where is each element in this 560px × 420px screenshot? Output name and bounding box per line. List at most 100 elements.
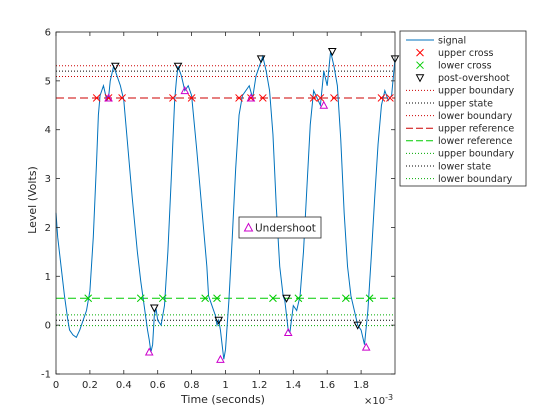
legend-entry: upper cross — [416, 48, 494, 59]
annotation-triangle-icon — [243, 222, 254, 232]
y-tick-labels: -1 0 1 2 3 4 5 6 — [41, 28, 51, 381]
plot-area — [55, 31, 400, 375]
legend-entries: signal upper cross lower crosspost-oversho… — [406, 35, 514, 185]
upper-cross-marker-stroke-b — [92, 94, 101, 102]
axes-background — [56, 32, 395, 374]
lower-cross-marker — [213, 294, 221, 303]
upper-cross-marker-stroke-b — [169, 94, 177, 102]
post-overshoot-marker — [327, 48, 337, 57]
x-tick-label: 1.6 — [319, 380, 335, 391]
legend-entry: signal — [406, 35, 466, 46]
x-tick-label: 1.4 — [285, 380, 301, 391]
legend-entry: upper state — [406, 98, 493, 109]
upper-cross-marker — [247, 94, 255, 102]
legend-label: upper boundary — [438, 149, 514, 160]
legend: signal upper cross lower crosspost-oversho… — [399, 30, 527, 187]
y-tick-label: 4 — [45, 125, 51, 136]
upper-cross-marker-stroke-b — [187, 94, 196, 102]
upper-cross-marker-stroke-b — [258, 94, 267, 102]
lower-cross-marker-stroke-b — [213, 294, 221, 303]
x-tick-labels: 0 0.2 0.4 0.6 0.8 1 1.2 1.4 1.6 1.8 — [53, 380, 369, 391]
post-overshoot-marker — [173, 62, 183, 71]
upper-cross-marker — [377, 94, 386, 102]
upper-cross-marker-stroke-b — [118, 94, 126, 102]
upper-cross-marker-stroke-b — [377, 94, 386, 102]
x-exponent-power: -3 — [385, 393, 393, 402]
x-tick-label: 1.2 — [251, 380, 267, 391]
upper-cross-marker — [118, 94, 126, 102]
legend-label: lower reference — [438, 136, 513, 147]
upper-cross-marker — [235, 94, 243, 102]
signal-line — [55, 51, 396, 360]
post-overshoot-marker — [353, 321, 363, 330]
legend-label: lower cross — [438, 61, 492, 72]
lower-cross-marker-stroke-b — [269, 294, 277, 303]
x-tick-label: 0.2 — [82, 380, 98, 391]
post-overshoot-marker — [282, 294, 291, 303]
legend-swatch-x-b — [416, 48, 424, 57]
undershoot-marker — [180, 86, 190, 95]
lower-cross-marker — [158, 294, 167, 303]
lower-cross-marker — [136, 294, 145, 303]
annotation-box — [238, 216, 322, 239]
post-overshoot-marker — [110, 62, 120, 71]
y-axis-label: Level (Volts) — [26, 166, 39, 234]
post-overshoot-marker — [214, 316, 224, 325]
upper-cross-marker — [258, 94, 267, 102]
upper-cross-marker — [187, 94, 196, 102]
reference-levels — [56, 65, 395, 327]
svg-text:×10-3: ×10-3 — [364, 393, 393, 407]
legend-entry: upper boundary — [406, 86, 514, 97]
legend-entry: upper boundary — [406, 149, 514, 160]
lower-cross-marker-stroke-b — [84, 294, 93, 303]
legend-label: upper reference — [438, 124, 514, 135]
undershoot-marker — [104, 93, 113, 102]
lower-cross-marker — [341, 294, 350, 303]
x-exponent-base: ×10 — [364, 396, 385, 407]
legend-entry: lower boundary — [406, 174, 513, 185]
undershoot-marker — [361, 342, 371, 351]
y-tick-label: 1 — [45, 272, 51, 283]
lower-cross-marker-stroke-b — [341, 294, 350, 303]
undershoot-marker — [283, 327, 293, 336]
upper-cross-marker-stroke-b — [316, 94, 325, 102]
legend-label: upper cross — [438, 48, 494, 59]
upper-cross-marker — [104, 94, 113, 102]
upper-cross-marker-stroke-b — [386, 94, 394, 102]
upper-cross-marker — [169, 94, 177, 102]
y-tick-label: -1 — [41, 370, 51, 381]
post-overshoot-marker — [149, 304, 159, 313]
undershoot-marker — [144, 347, 154, 356]
x-tick-label: 0.8 — [184, 380, 200, 391]
upper-cross-marker — [316, 94, 325, 102]
legend-swatch-triangle — [415, 74, 425, 83]
legend-entry: lower cross — [416, 61, 492, 72]
upper-cross-marker-stroke-b — [330, 94, 338, 102]
legend-label: upper state — [438, 98, 493, 109]
x-tick-label: 1 — [222, 380, 228, 391]
x-tick-label: 0.6 — [150, 380, 166, 391]
undershoot-marker — [216, 354, 225, 363]
legend-entry: lower reference — [406, 136, 513, 147]
legend-entry: upper reference — [406, 124, 514, 135]
upper-cross-marker — [330, 94, 338, 102]
upper-cross-marker-stroke-b — [104, 94, 113, 102]
upper-cross-marker-stroke-b — [309, 94, 318, 102]
legend-entry: lower state — [406, 161, 491, 172]
upper-cross-marker — [309, 94, 318, 102]
upper-cross-marker-stroke-b — [235, 94, 243, 102]
legend-label: post-overshoot — [438, 73, 510, 84]
legend-swatch-x-b — [416, 61, 424, 70]
lower-cross-marker-stroke-b — [201, 294, 210, 303]
x-exponent-label: ×10-3 — [364, 393, 393, 407]
lower-cross-marker — [365, 294, 374, 303]
signal-series — [55, 51, 396, 360]
upper-cross-marker — [386, 94, 394, 102]
legend-label: signal — [438, 35, 466, 46]
markers — [84, 48, 400, 363]
lower-cross-marker-stroke-b — [365, 294, 374, 303]
lower-cross-marker — [201, 294, 210, 303]
legend-entry: post-overshoot — [415, 73, 510, 84]
legend-entry: lower boundary — [406, 111, 513, 122]
